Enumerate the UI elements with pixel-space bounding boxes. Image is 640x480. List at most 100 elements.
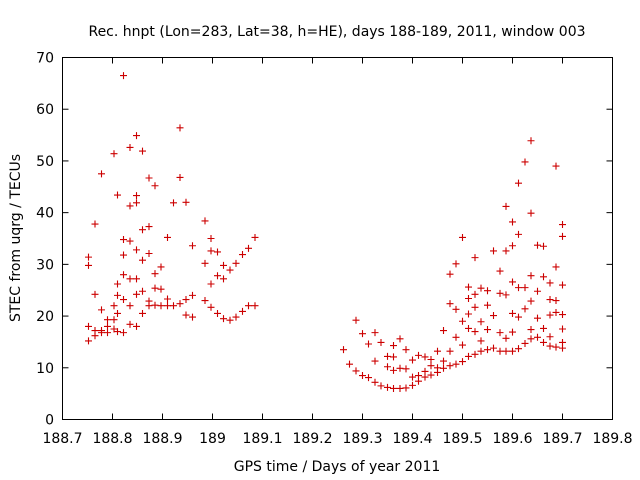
data-point [133, 275, 140, 283]
data-point [446, 362, 454, 370]
data-point [145, 302, 153, 310]
data-point [446, 270, 454, 278]
data-point [396, 335, 404, 343]
data-point [133, 246, 140, 254]
data-point [189, 291, 196, 299]
data-point [359, 330, 366, 338]
data-point [170, 302, 177, 310]
data-point [114, 280, 121, 288]
data-point [91, 220, 99, 228]
data-point [515, 345, 522, 353]
data-point [120, 236, 127, 244]
data-point [477, 318, 485, 326]
data-point [239, 251, 246, 259]
data-point [515, 313, 522, 321]
data-point [496, 267, 504, 275]
y-tick-label: 40 [36, 206, 54, 222]
data-point [465, 324, 472, 332]
y-tick-label: 20 [36, 309, 54, 325]
data-point [540, 273, 547, 281]
data-point [484, 346, 491, 354]
data-point [552, 308, 560, 316]
data-point [521, 339, 529, 347]
data-point [214, 309, 221, 317]
data-point [546, 342, 554, 350]
data-point [85, 261, 92, 269]
data-point [176, 300, 184, 308]
data-point [471, 328, 479, 336]
data-point [427, 362, 435, 370]
data-point [226, 316, 234, 324]
data-point [446, 347, 454, 355]
data-point [509, 278, 516, 286]
data-point [114, 309, 121, 317]
data-point [559, 232, 566, 240]
data-point [496, 347, 504, 355]
data-point [527, 137, 535, 145]
data-point [239, 307, 246, 315]
data-point [509, 309, 516, 317]
data-point [245, 244, 252, 252]
data-point [477, 284, 485, 292]
data-point [446, 300, 454, 308]
data-point [390, 342, 397, 350]
data-point [484, 301, 491, 309]
data-point [220, 315, 227, 323]
chart-title: Rec. hnpt (Lon=283, Lat=38, h=HE), days … [88, 24, 585, 40]
data-point [189, 242, 196, 250]
x-ticks: 188.7 188.8 188.9 189 189.1 189.2 189.3 189.4 18… [42, 57, 633, 447]
data-point [245, 302, 252, 310]
data-point [170, 199, 177, 207]
data-point [552, 162, 560, 170]
data-point [540, 338, 547, 346]
data-point [552, 343, 560, 351]
data-point [402, 346, 410, 354]
data-point [151, 284, 159, 292]
data-point [151, 301, 159, 309]
data-point [346, 360, 353, 368]
data-point [471, 290, 479, 298]
data-point [540, 242, 547, 250]
data-point [98, 306, 105, 314]
data-point [371, 357, 379, 365]
x-tick-label: 189.5 [442, 431, 482, 447]
y-tick-label: 50 [36, 154, 54, 170]
data-point [120, 296, 127, 304]
data-point [232, 313, 240, 321]
data-point [251, 302, 259, 310]
data-point [352, 367, 360, 375]
data-point [465, 310, 472, 318]
data-point [502, 247, 510, 255]
data-point [396, 384, 404, 392]
data-point [546, 333, 554, 341]
data-point [559, 221, 566, 229]
data-point [384, 383, 391, 391]
data-point [427, 356, 435, 364]
x-tick-label: 189.1 [242, 431, 282, 447]
data-point [371, 329, 379, 337]
data-point [120, 251, 127, 259]
data-point [390, 384, 397, 392]
data-point [126, 275, 134, 283]
data-point [214, 248, 221, 256]
data-point [515, 230, 522, 238]
data-point [471, 350, 479, 358]
data-point [377, 382, 385, 390]
data-point [465, 352, 472, 360]
y-tick-label: 10 [36, 361, 54, 377]
data-point [207, 235, 215, 242]
data-point [484, 326, 491, 334]
data-point [390, 353, 397, 361]
data-point [527, 209, 535, 217]
data-point [546, 296, 554, 304]
data-point [126, 302, 134, 310]
data-point [176, 124, 184, 132]
data-point [359, 372, 366, 380]
data-point [384, 363, 391, 371]
data-point [207, 247, 215, 255]
data-point [91, 327, 99, 335]
data-point [114, 328, 121, 336]
data-point [384, 352, 391, 360]
